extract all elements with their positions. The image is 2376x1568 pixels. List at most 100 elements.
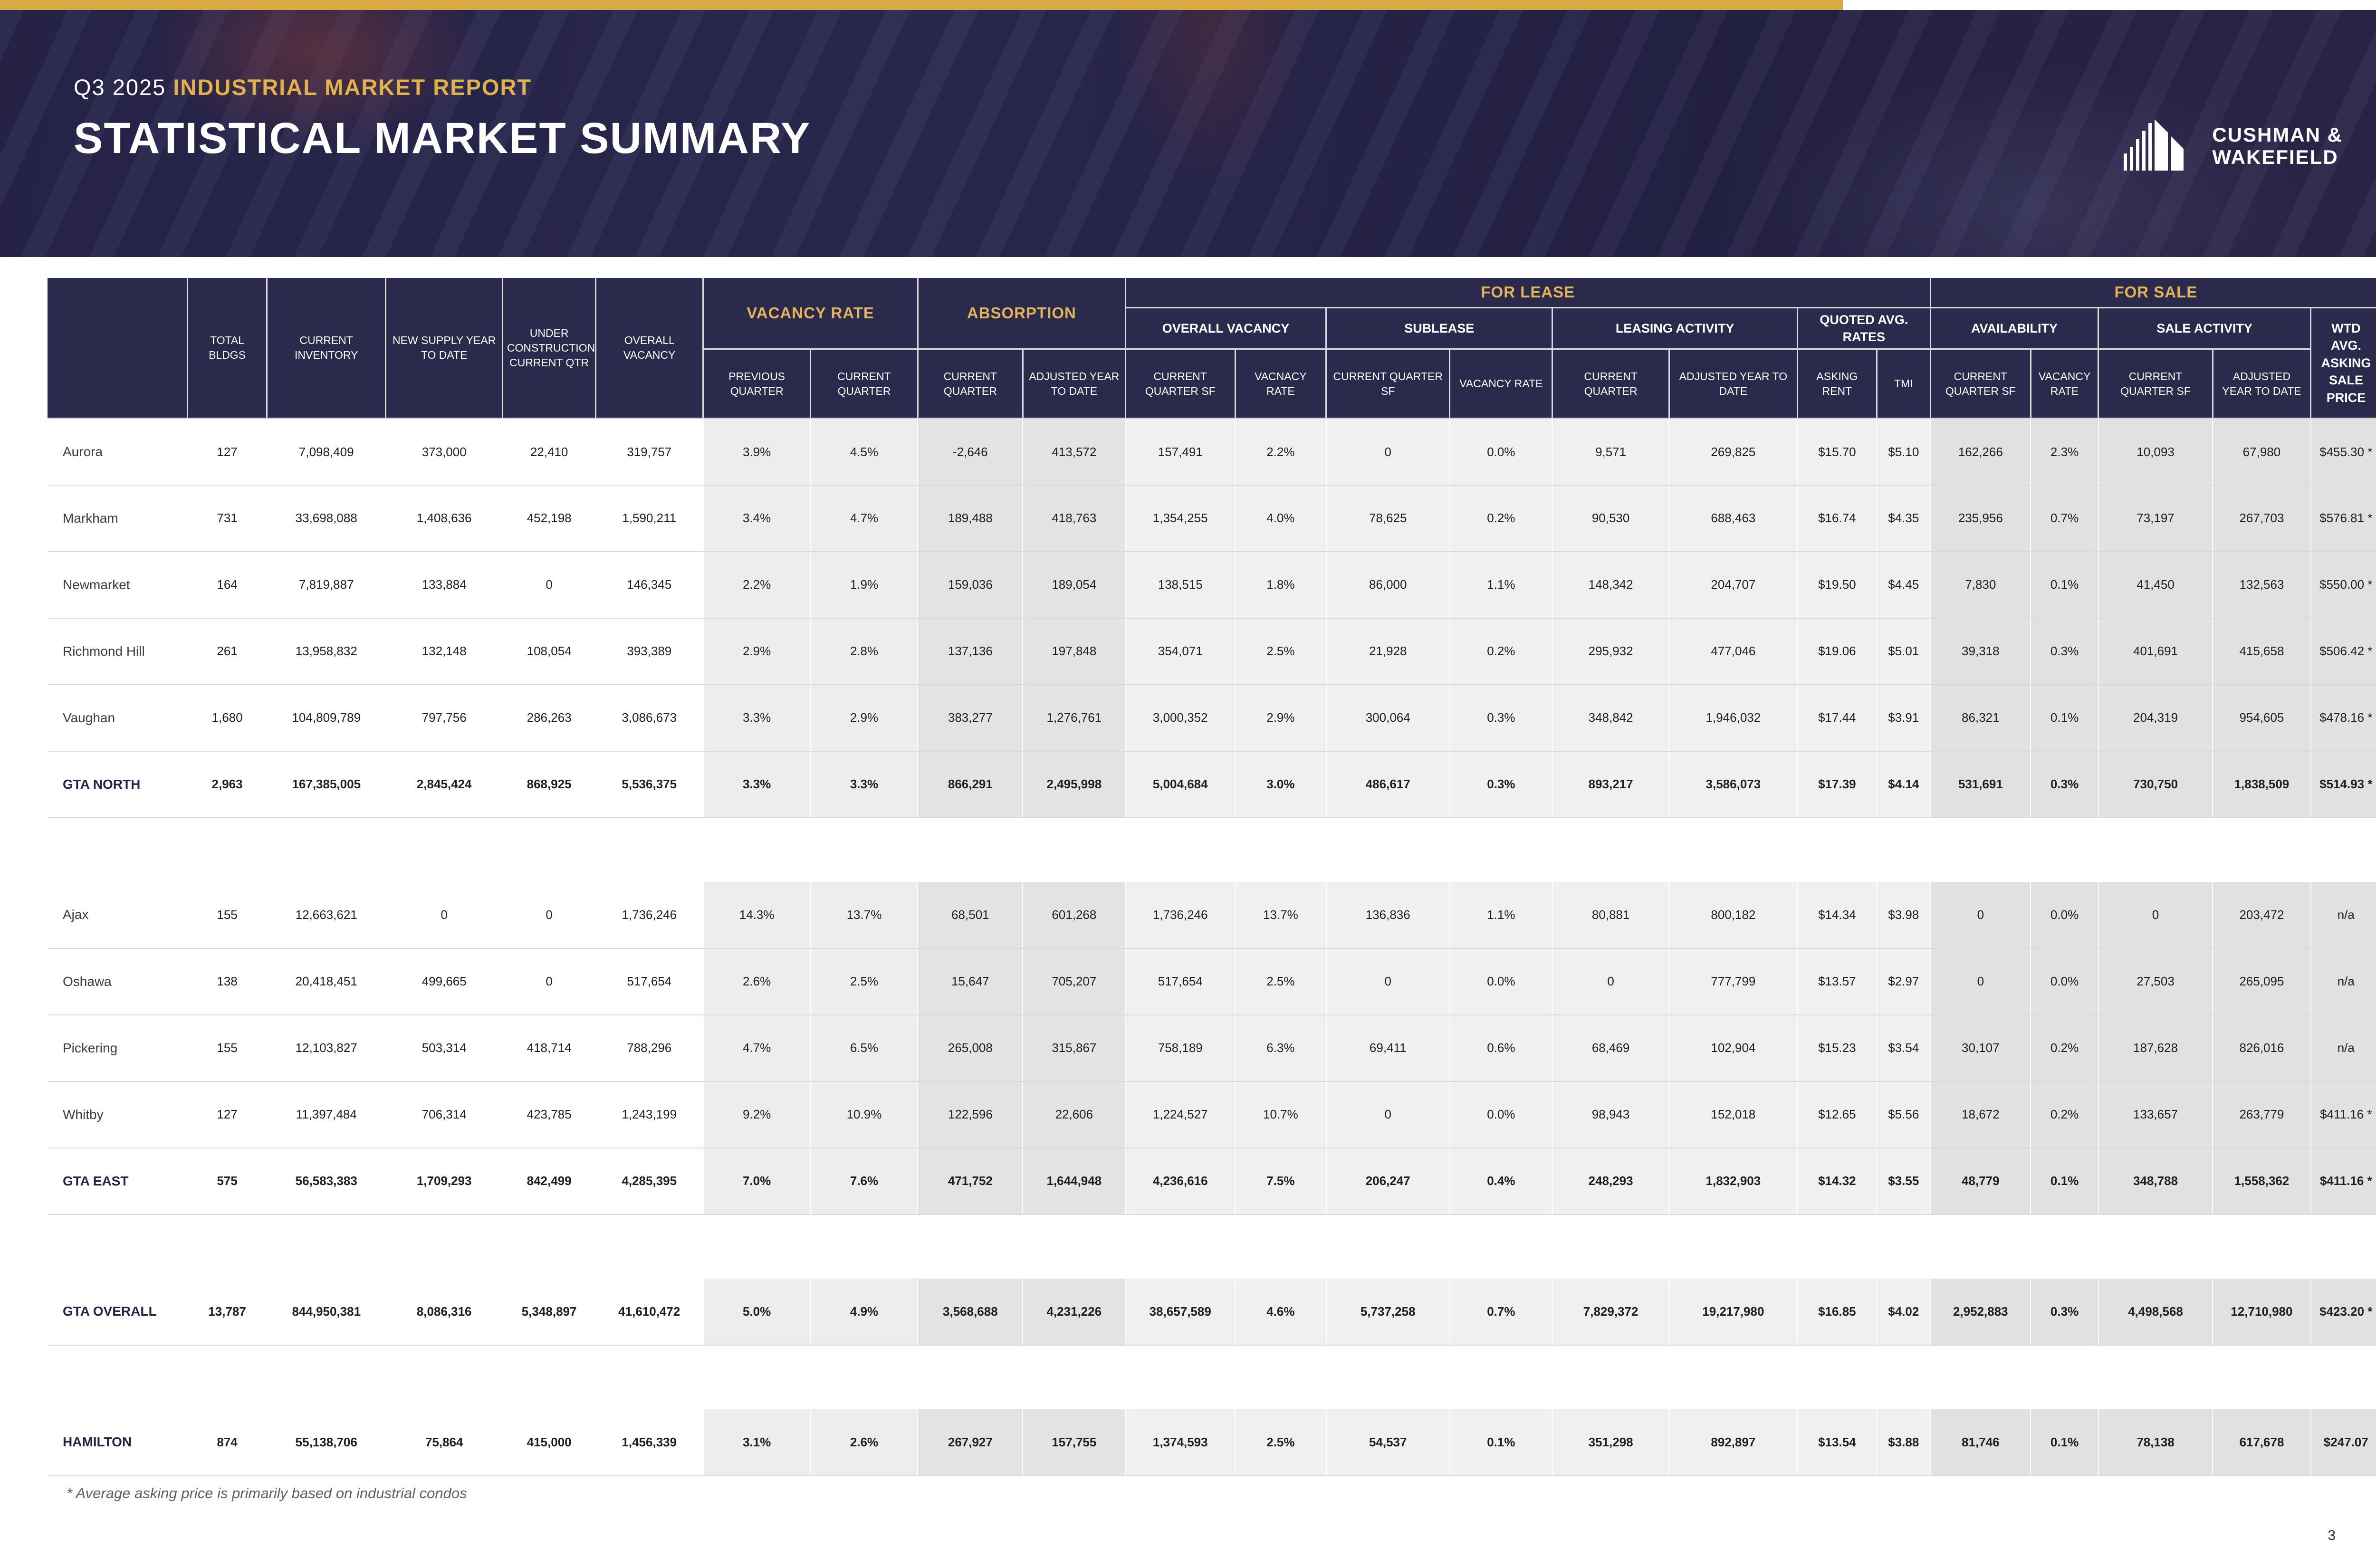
cell: 866,291 — [917, 751, 1023, 818]
cell: 164 — [187, 551, 267, 619]
cell: 10.7% — [1235, 1081, 1326, 1148]
cell: 78,625 — [1325, 485, 1450, 552]
cell: 531,691 — [1930, 751, 2031, 818]
cell: 1,736,246 — [595, 881, 703, 949]
cell: 844,950,381 — [267, 1278, 386, 1346]
cell: 133,884 — [385, 551, 503, 619]
report-pretitle: Q3 2025 INDUSTRIAL MARKET REPORT — [74, 74, 811, 100]
cell: 4,236,616 — [1125, 1147, 1236, 1215]
cell: 3.1% — [702, 1409, 811, 1476]
cell: 68,501 — [917, 881, 1023, 949]
cell: 133,657 — [2098, 1081, 2213, 1148]
cell: 13.7% — [810, 881, 918, 949]
cell: n/a — [2310, 948, 2376, 1015]
table-row: Whitby 127 11,397,484 706,314 423,785 1,243,1… — [48, 1081, 2376, 1148]
cell: 206,247 — [1325, 1147, 1450, 1215]
cell: 38,657,589 — [1125, 1278, 1236, 1346]
cell: 0.6% — [1449, 1014, 1552, 1082]
cell: 4.7% — [810, 485, 918, 552]
cell: 4,498,568 — [2098, 1278, 2213, 1346]
cell: 204,319 — [2098, 684, 2213, 752]
cell: 1,456,339 — [595, 1409, 703, 1476]
cell: 0.1% — [2030, 1409, 2098, 1476]
cell: 706,314 — [385, 1081, 503, 1148]
cell: 1,408,636 — [385, 485, 503, 552]
cell: 868,925 — [502, 751, 596, 818]
header-sale-adjusted-ytd: ADJUSTED YEAR TO DATE — [2212, 348, 2311, 420]
cell: 263,779 — [2212, 1081, 2311, 1148]
cell: 0.1% — [2030, 551, 2098, 619]
cell: 4,285,395 — [595, 1147, 703, 1215]
cell: 2.9% — [1235, 684, 1326, 752]
cell: 30,107 — [1930, 1014, 2031, 1082]
cell: 90,530 — [1552, 485, 1669, 552]
cell: 1,243,199 — [595, 1081, 703, 1148]
cell: 373,000 — [385, 418, 503, 486]
cell: 3,086,673 — [595, 684, 703, 752]
cell: 39,318 — [1930, 618, 2031, 685]
cell: 1,644,948 — [1022, 1147, 1126, 1215]
cell: 295,932 — [1552, 618, 1669, 685]
cell: 12,663,621 — [267, 881, 386, 949]
cell: 517,654 — [595, 948, 703, 1015]
cell: 41,450 — [2098, 551, 2213, 619]
cell: $478.16 * — [2310, 684, 2376, 752]
row-label: GTA OVERALL — [48, 1278, 188, 1346]
header-la-current-quarter: CURRENT QUARTER — [1552, 348, 1670, 420]
table-row: GTA NORTH 2,963 167,385,005 2,845,424 868,92… — [48, 751, 2376, 818]
cell: 0.2% — [1449, 485, 1552, 552]
header-sublease: SUBLEASE — [1325, 306, 1553, 350]
asterisk-footnote: * Average asking price is primarily base… — [67, 1485, 467, 1501]
cell: 486,617 — [1325, 751, 1450, 818]
header-lease-overall-vacancy: OVERALL VACANCY — [1125, 306, 1327, 350]
cell: 248,293 — [1552, 1147, 1669, 1215]
header-avail-current-quarter-sf: CURRENT QUARTER SF — [1929, 348, 2031, 420]
cell: 68,469 — [1552, 1014, 1669, 1082]
header-current-inventory: CURRENT INVENTORY — [266, 278, 387, 420]
cell: 1,374,593 — [1125, 1409, 1236, 1476]
cell: 4.0% — [1235, 485, 1326, 552]
cell: 86,321 — [1930, 684, 2031, 752]
row-label: Markham — [48, 485, 188, 552]
cell: $15.23 — [1797, 1014, 1877, 1082]
cell: 0.3% — [1449, 751, 1552, 818]
cell: 261 — [187, 618, 267, 685]
cell: 0.0% — [1449, 948, 1552, 1015]
header-row-subgroups: OVERALL VACANCY SUBLEASE LEASING ACTIVIT… — [48, 306, 2376, 420]
cell: 14.3% — [702, 881, 811, 949]
cell: 1,680 — [187, 684, 267, 752]
header-new-supply: NEW SUPPLY YEAR TO DATE — [385, 278, 503, 420]
cell: 688,463 — [1668, 485, 1798, 552]
table-row: GTA OVERALL 13,787 844,950,381 8,086,316 5,3… — [48, 1278, 2376, 1346]
report-quarter: Q3 2025 — [74, 75, 166, 100]
hero-titles: Q3 2025 INDUSTRIAL MARKET REPORT STATIST… — [74, 74, 811, 163]
row-label: Oshawa — [48, 948, 188, 1015]
table-body: Aurora 127 7,098,409 373,000 22,410 319,757 3.… — [48, 418, 2376, 1476]
cell: 601,268 — [1022, 881, 1126, 949]
cell: 6.3% — [1235, 1014, 1326, 1082]
cell: 27,503 — [2098, 948, 2213, 1015]
cell: 127 — [187, 1081, 267, 1148]
cell: 452,198 — [502, 485, 596, 552]
cell: 132,148 — [385, 618, 503, 685]
row-label: HAMILTON — [48, 1409, 188, 1476]
cell: 2.9% — [810, 684, 918, 752]
row-label: Richmond Hill — [48, 618, 188, 685]
header-sub-current-quarter-sf: CURRENT QUARTER SF — [1325, 348, 1451, 420]
cell: 48,779 — [1930, 1147, 2031, 1215]
market-summary-table-container: TOTAL BLDGS CURRENT INVENTORY NEW SUPPLY… — [48, 278, 2376, 1476]
row-label: Pickering — [48, 1014, 188, 1082]
cell: 98,943 — [1552, 1081, 1669, 1148]
cell: 954,605 — [2212, 684, 2311, 752]
header-row-groups: TOTAL BLDGS CURRENT INVENTORY NEW SUPPLY… — [48, 278, 2376, 420]
cell: 3.9% — [702, 418, 811, 486]
header-corner-blank — [48, 278, 189, 420]
cell: $5.01 — [1876, 618, 1931, 685]
cell: 148,342 — [1552, 551, 1669, 619]
cell: 471,752 — [917, 1147, 1023, 1215]
cell: $550.00 * — [2310, 551, 2376, 619]
cell: 132,563 — [2212, 551, 2311, 619]
cell: 517,654 — [1125, 948, 1236, 1015]
header-leasing-activity: LEASING ACTIVITY — [1552, 306, 1798, 350]
cell: 2,963 — [187, 751, 267, 818]
